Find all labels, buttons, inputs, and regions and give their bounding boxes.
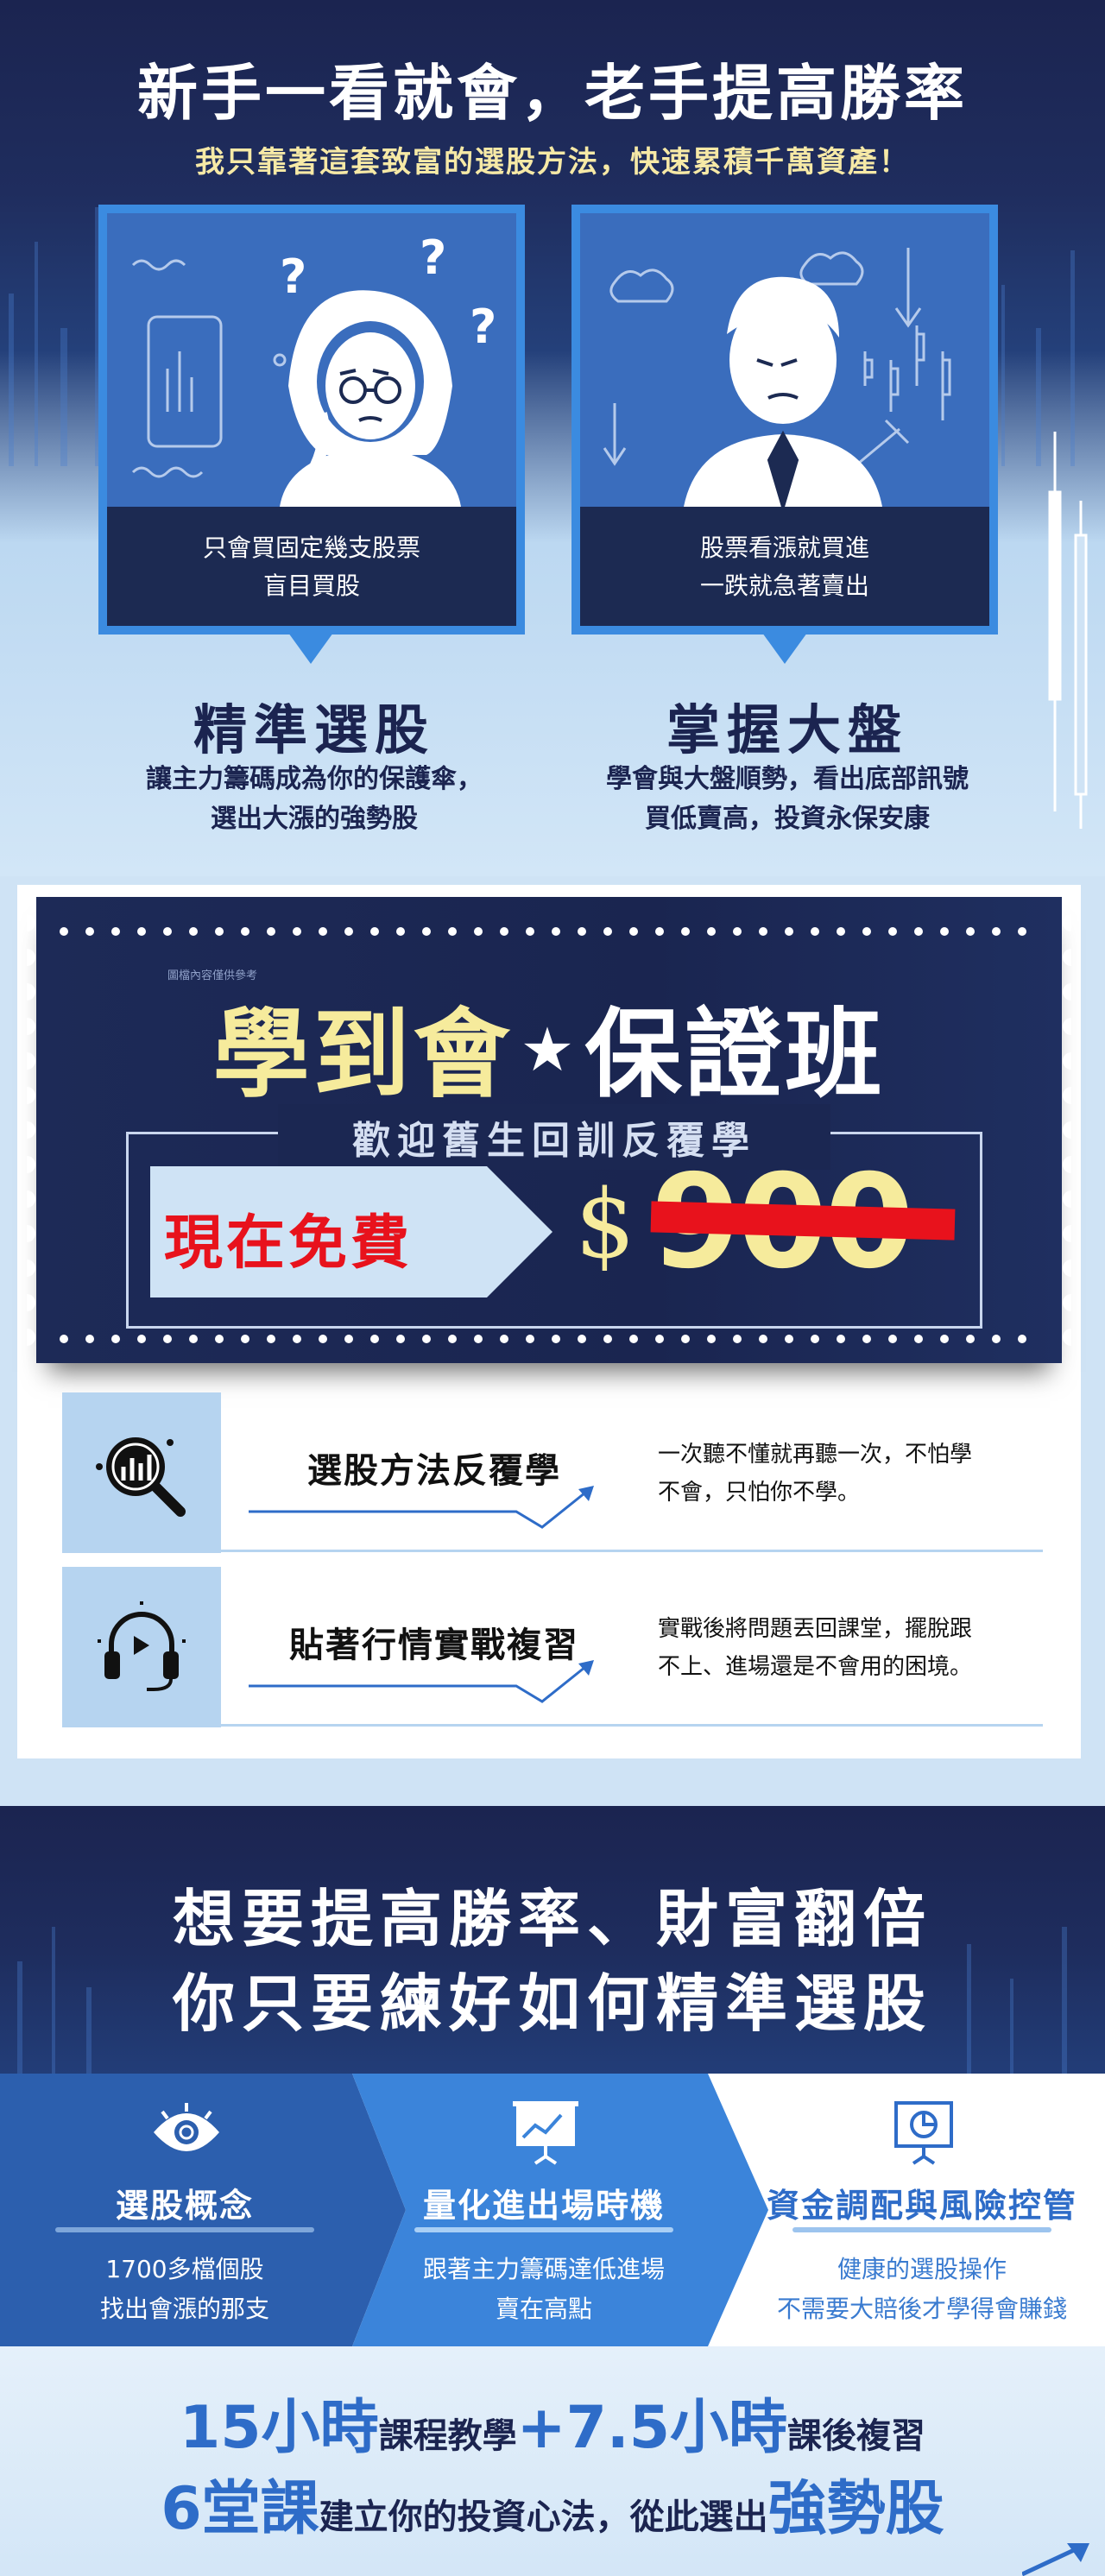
ticket-perforation-right <box>1063 914 1071 1346</box>
headline-section: 想要提高勝率、財富翻倍 你只要練好如何精準選股 <box>0 1806 1105 2074</box>
eye-icon <box>154 2103 219 2151</box>
feature-title-precise-picking: 精準選股 <box>193 698 435 761</box>
summary-text: 課程教學 <box>378 2416 517 2456</box>
pain-point-card-right: 股票看漲就買進 一跌就急著賣出 <box>571 205 998 635</box>
benefit-desc-line: 不會，只怕你不學。 <box>658 1480 861 1506</box>
card-caption-left: 只會買固定幾支股票 盲目買股 <box>107 507 516 626</box>
ticket-perforation-left <box>27 914 35 1346</box>
step-desc: 1700多檔個股 找出會漲的那支 <box>12 2250 357 2329</box>
presentation-chart-icon <box>513 2101 578 2165</box>
feature-desc-line: 讓主力籌碼成為你的保護傘， <box>146 764 483 794</box>
benefit-desc-line: 一次聽不懂就再聽一次，不怕學 <box>658 1442 973 1468</box>
step-desc: 跟著主力籌碼達低進場 賣在高點 <box>371 2250 717 2329</box>
benefit-row: 選股方法反覆學 一次聽不懂就再聽一次，不怕學 不會，只怕你不學。 <box>62 1392 1043 1553</box>
benefit-desc-line: 實戰後將問題丟回課堂，擺脫跟 <box>658 1616 973 1642</box>
strong-stock-label: 強勢股 <box>767 2475 944 2543</box>
lesson-count: 6堂課 <box>161 2475 319 2543</box>
ticket-subtitle: 歡迎舊生回訓反覆學 <box>278 1104 830 1170</box>
benefit-icon-box <box>62 1567 221 1727</box>
card-caption-line: 股票看漲就買進 <box>699 534 869 562</box>
benefit-desc-line: 不上、進場還是不會用的困境。 <box>658 1654 973 1680</box>
step-desc: 健康的選股操作 不需要大賠後才學得會賺錢 <box>749 2250 1095 2329</box>
guarantee-class-ticket: 圖檔內容僅供參考 學到會 ★保證班 歡迎舊生回訓反覆學 現在免費 $ 900 <box>27 897 1071 1363</box>
background-bars-decoration <box>17 1927 1067 2074</box>
card-caption-right: 股票看漲就買進 一跌就急著賣出 <box>580 507 989 626</box>
course-steps: 選股概念 1700多檔個股 找出會漲的那支 量化進出場時機 跟著主力籌碼達低進場… <box>0 2074 1105 2346</box>
chart-magnifier-icon <box>96 1437 186 1517</box>
svg-text:?: ? <box>280 249 306 304</box>
candlestick-decoration <box>1048 432 1088 829</box>
step-desc-line: 賣在高點 <box>495 2295 592 2323</box>
trend-arrow-icon <box>249 1486 594 1529</box>
headline-line-2: 你只要練好如何精準選股 <box>172 1967 932 2040</box>
headline-line-1: 想要提高勝率、財富翻倍 <box>172 1883 932 1955</box>
hero-subtitle: 我只靠著這套致富的選股方法，快速累積千萬資產！ <box>195 145 910 180</box>
benefit-row: 貼著行情實戰複習 實戰後將問題丟回課堂，擺脫跟 不上、進場還是不會用的困境。 <box>62 1567 1043 1727</box>
offer-panel: 圖檔內容僅供參考 學到會 ★保證班 歡迎舊生回訓反覆學 現在免費 $ 900 選股… <box>17 885 1081 1758</box>
price-symbol: $ <box>575 1169 635 1279</box>
hero-title: 新手一看就會，老手提高勝率 <box>137 58 968 129</box>
summary-text: 建立你的投資心法，從此選出 <box>319 2497 768 2537</box>
stressed-man-icon <box>580 213 989 514</box>
pain-point-card-left: ??? 只會買固定幾支股票 盲目買股 <box>98 205 525 635</box>
star-icon: ★ <box>520 1014 578 1085</box>
plus-sign: + <box>516 2394 566 2462</box>
ticket-dot-border-top <box>60 927 1026 936</box>
step-title: 量化進出場時機 <box>422 2187 665 2225</box>
feature-desc-market-grasp: 學會與大盤順勢，看出底部訊號 買低賣高，投資永保安康 <box>546 760 1029 839</box>
step-stock-concept: 選股概念 1700多檔個股 找出會漲的那支 <box>12 2074 357 2346</box>
step-desc-line: 健康的選股操作 <box>837 2255 1007 2283</box>
feature-desc-line: 學會與大盤順勢，看出底部訊號 <box>606 764 969 794</box>
summary-line-2: 6堂課建立你的投資心法，從此選出強勢股 <box>0 2460 1105 2546</box>
step-title: 資金調配與風險控管 <box>766 2187 1077 2225</box>
benefit-title: 貼著行情實戰複習 <box>289 1626 579 1665</box>
card-caption-line: 只會買固定幾支股票 <box>202 534 420 562</box>
card-caption-line: 盲目買股 <box>262 571 360 600</box>
step-divider <box>792 2227 1051 2232</box>
pie-board-icon <box>894 2101 953 2165</box>
step-desc-line: 跟著主力籌碼達低進場 <box>422 2255 665 2283</box>
card-caption-line: 一跌就急著賣出 <box>699 571 869 600</box>
step-desc-line: 找出會漲的那支 <box>99 2295 269 2323</box>
free-label: 現在免費 <box>164 1209 414 1278</box>
step-timing: 量化進出場時機 跟著主力籌碼達低進場 賣在高點 <box>371 2074 717 2346</box>
feature-desc-precise-picking: 讓主力籌碼成為你的保護傘， 選出大漲的強勢股 <box>73 760 556 839</box>
benefit-desc: 一次聽不懂就再聽一次，不怕學 不會，只怕你不學。 <box>658 1436 1038 1512</box>
ticket-title-part1: 學到會 <box>212 999 514 1111</box>
svg-text:?: ? <box>470 300 496 354</box>
benefit-icon-box <box>62 1392 221 1553</box>
benefit-title: 選股方法反覆學 <box>307 1451 561 1491</box>
feature-desc-line: 買低賣高，投資永保安康 <box>645 804 930 834</box>
benefit-desc: 實戰後將問題丟回課堂，擺脫跟 不上、進場還是不會用的困境。 <box>658 1610 1038 1686</box>
step-divider <box>414 2227 673 2232</box>
hero-section: 新手一看就會，老手提高勝率 我只靠著這套致富的選股方法，快速累積千萬資產！ <box>0 0 1105 876</box>
free-tag-arrow <box>150 1166 552 1297</box>
summary-line-1: 15小時課程教學+7.5小時課後複習 <box>0 2379 1105 2465</box>
svg-text:?: ? <box>420 230 446 285</box>
ticket-dot-border-bottom <box>60 1335 1026 1343</box>
step-desc-line: 不需要大賠後才學得會賺錢 <box>776 2295 1067 2323</box>
ticket-title: 學到會 ★保證班 <box>36 976 1062 1116</box>
course-hours: 15小時 <box>179 2394 379 2462</box>
ticket-title-part2: 保證班 <box>584 999 886 1111</box>
step-risk-control: 資金調配與風險控管 健康的選股操作 不需要大賠後才學得會賺錢 <box>749 2074 1095 2346</box>
trend-arrow-icon <box>249 1660 594 1703</box>
benefit-divider <box>221 1724 1043 1727</box>
trend-arrow-icon <box>1022 2543 1089 2576</box>
ticket-fine-print: 圖檔內容僅供參考 <box>167 969 258 982</box>
summary-text: 課後複習 <box>787 2416 926 2456</box>
step-desc-line: 1700多檔個股 <box>105 2255 264 2283</box>
course-summary: 15小時課程教學+7.5小時課後複習 6堂課建立你的投資心法，從此選出強勢股 <box>0 2346 1105 2576</box>
review-hours: 7.5小時 <box>565 2394 788 2462</box>
card-pointer-left <box>288 633 333 664</box>
step-divider <box>55 2227 314 2232</box>
feature-desc-line: 選出大漲的強勢股 <box>211 804 418 834</box>
confused-woman-icon: ??? <box>107 213 516 507</box>
benefit-divider <box>221 1550 1043 1552</box>
step-title: 選股概念 <box>115 2187 254 2225</box>
card-pointer-right <box>762 633 807 664</box>
headset-play-icon <box>98 1601 186 1691</box>
feature-title-market-grasp: 掌握大盤 <box>666 698 908 761</box>
